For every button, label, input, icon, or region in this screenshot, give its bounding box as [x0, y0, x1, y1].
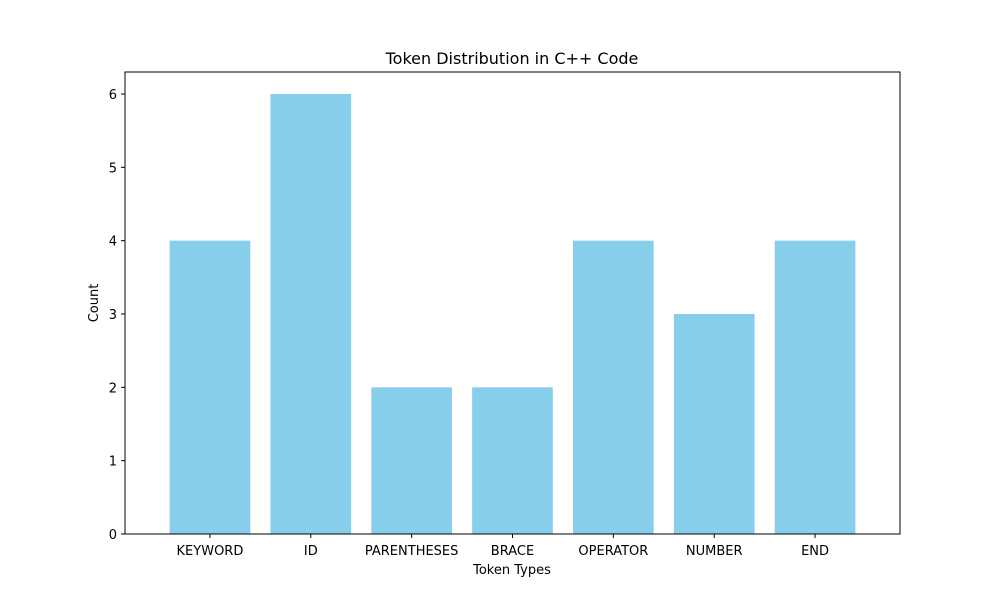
bars-layer [169, 94, 856, 534]
y-tick-label: 0 [109, 528, 117, 543]
bar-end [774, 240, 856, 534]
chart-title: Token Distribution in C++ Code [385, 49, 639, 68]
bar-keyword [169, 240, 251, 534]
x-tick-label: OPERATOR [578, 544, 648, 559]
x-tick-label: NUMBER [686, 544, 743, 559]
x-tick-label: ID [304, 544, 318, 559]
bar-brace [472, 387, 553, 534]
plot-frame [124, 71, 901, 535]
y-tick-label: 5 [109, 161, 117, 176]
bar-number [673, 314, 755, 534]
bar-parentheses [371, 387, 452, 534]
bar-operator [573, 240, 654, 534]
y-tick-label: 4 [109, 235, 117, 250]
y-tick-label: 2 [109, 381, 117, 396]
x-tick-label: BRACE [491, 544, 534, 559]
bar-id [270, 94, 352, 534]
y-axis-label: Count [87, 284, 102, 323]
x-tick-label: END [801, 544, 829, 559]
x-tick-label: PARENTHESES [365, 544, 459, 559]
x-tick-label: KEYWORD [177, 544, 244, 559]
y-tick-label: 1 [109, 455, 117, 470]
x-axis-label: Token Types [472, 563, 551, 578]
y-axis-ticks: 0 1 2 3 4 5 6 [109, 88, 125, 543]
y-tick-label: 6 [109, 88, 117, 103]
x-axis-ticks: KEYWORD ID PARENTHESES BRACE OPERATOR NUMBER E… [177, 534, 829, 559]
y-tick-label: 3 [109, 308, 117, 323]
